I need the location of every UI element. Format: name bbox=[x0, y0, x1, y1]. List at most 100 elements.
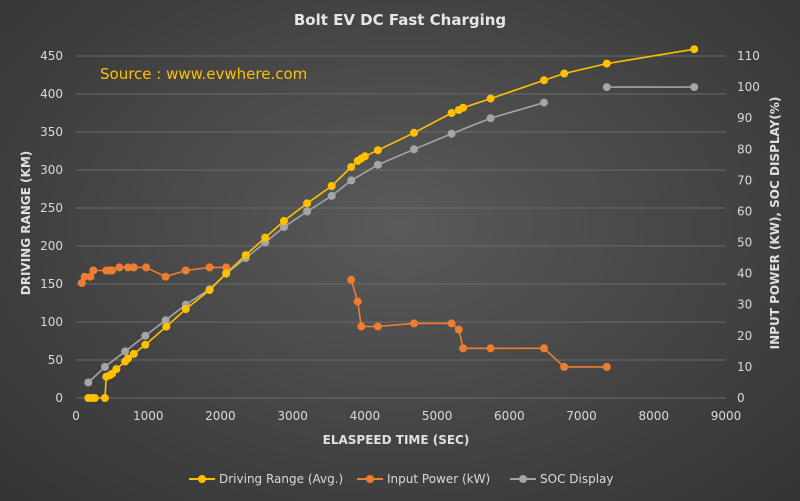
right-tick-label: 110 bbox=[737, 49, 760, 63]
driving-range-series-point bbox=[261, 233, 270, 242]
left-tick-label: 350 bbox=[40, 125, 63, 139]
input-power-series-point bbox=[205, 263, 214, 272]
driving-range-series-point bbox=[360, 152, 369, 161]
input-power-series-point bbox=[447, 319, 456, 328]
legend-label-input-power: Input Power (kW) bbox=[387, 472, 490, 486]
input-power-series-point bbox=[602, 362, 611, 371]
soc-series-point bbox=[161, 316, 170, 325]
x-tick-label: 5000 bbox=[422, 409, 453, 423]
driving-range-series-point bbox=[560, 69, 569, 78]
driving-range-series-point bbox=[100, 394, 109, 402]
right-axis-ticks: 0 10 20 30 40 50 60 70 80 90 100 110 bbox=[737, 49, 760, 405]
driving-range-series-point bbox=[540, 76, 548, 85]
input-power-series-point bbox=[347, 275, 356, 284]
input-power-series-point bbox=[454, 325, 463, 334]
driving-range-series-point bbox=[112, 365, 121, 374]
left-axis-ticks: 0 50 100 150 200 250 300 350 400 450 bbox=[40, 49, 63, 405]
right-tick-label: 100 bbox=[737, 80, 760, 94]
input-power-series-point bbox=[222, 263, 231, 272]
input-power-series-point bbox=[142, 263, 151, 272]
driving-range-series-point bbox=[205, 286, 214, 295]
input-power-series-point bbox=[89, 266, 98, 275]
driving-range-series-point bbox=[280, 216, 288, 225]
soc-series-point bbox=[447, 129, 456, 138]
soc-series-point bbox=[280, 223, 288, 231]
left-tick-label: 300 bbox=[40, 163, 63, 177]
driving-range-series-point bbox=[241, 251, 250, 260]
driving-range-series-point bbox=[222, 269, 231, 278]
input-power-series-point bbox=[410, 319, 418, 328]
soc-series-point bbox=[540, 98, 548, 107]
right-tick-label: 70 bbox=[737, 173, 752, 187]
driving-range-series-point bbox=[124, 354, 132, 363]
input-power-series-point bbox=[124, 263, 132, 272]
right-tick-label: 80 bbox=[737, 142, 752, 156]
input-power-series-point bbox=[459, 344, 468, 353]
x-axis-ticks: 0 1000 2000 3000 4000 5000 6000 7000 8000 9000 bbox=[72, 409, 741, 423]
x-tick-label: 4000 bbox=[350, 409, 381, 423]
x-tick-label: 3000 bbox=[277, 409, 308, 423]
gridlines bbox=[76, 55, 726, 399]
soc-series-point bbox=[327, 191, 336, 200]
driving-range-series-point bbox=[459, 103, 468, 112]
soc-series-point bbox=[602, 83, 611, 92]
soc-series-point bbox=[100, 362, 109, 371]
legend-label-soc: SOC Display bbox=[540, 472, 614, 486]
soc-series-point bbox=[347, 176, 356, 185]
driving-range-series-point bbox=[181, 305, 190, 314]
soc-series-point bbox=[373, 160, 382, 169]
soc-series-line bbox=[87, 101, 545, 384]
chart-title: Bolt EV DC Fast Charging bbox=[294, 11, 506, 29]
left-tick-label: 100 bbox=[40, 315, 63, 329]
driving-range-series-point bbox=[410, 128, 418, 137]
input-power-series-point bbox=[129, 263, 138, 272]
x-tick-label: 1000 bbox=[133, 409, 164, 423]
input-power-series-point bbox=[161, 272, 170, 281]
right-tick-label: 30 bbox=[737, 298, 752, 312]
soc-series-point bbox=[141, 331, 150, 340]
input-power-series-point bbox=[115, 263, 124, 272]
x-tick-label: 6000 bbox=[494, 409, 525, 423]
right-tick-label: 10 bbox=[737, 360, 752, 374]
input-power-series-point bbox=[560, 362, 569, 371]
input-power-series-point bbox=[108, 266, 117, 275]
driving-range-series-point bbox=[602, 59, 611, 68]
left-tick-label: 50 bbox=[48, 353, 63, 367]
input-power-series-point bbox=[77, 279, 86, 287]
left-axis-title: DRIVING RANGE (KM) bbox=[19, 151, 33, 296]
driving-range-series-point bbox=[303, 199, 312, 208]
driving-range-series-point bbox=[690, 45, 699, 54]
source-annotation: Source : www.evwhere.com bbox=[100, 65, 307, 83]
left-tick-label: 250 bbox=[40, 201, 63, 215]
right-axis-title: INPUT POWER (KW), SOC DISPLAY(%) bbox=[768, 97, 782, 350]
driving-range-series-point bbox=[347, 163, 356, 171]
left-tick-label: 0 bbox=[55, 391, 63, 405]
driving-range-series-point bbox=[486, 94, 495, 103]
right-tick-label: 40 bbox=[737, 267, 752, 281]
x-tick-label: 0 bbox=[72, 409, 80, 423]
x-tick-label: 9000 bbox=[711, 409, 742, 423]
soc-series-point bbox=[690, 83, 699, 92]
soc-series-point bbox=[121, 347, 130, 356]
series-layer bbox=[77, 45, 699, 402]
right-tick-label: 0 bbox=[737, 391, 745, 405]
driving-range-series-point bbox=[129, 349, 138, 358]
driving-range-series-point bbox=[141, 340, 150, 349]
legend-marker-soc bbox=[519, 475, 527, 483]
driving-range-series-point bbox=[162, 322, 171, 331]
soc-series-point bbox=[410, 145, 418, 154]
driving-range-series-point bbox=[447, 109, 456, 117]
input-power-series-point bbox=[373, 322, 382, 331]
input-power-series-point bbox=[540, 344, 548, 353]
x-axis-title: ELASPEED TIME (SEC) bbox=[323, 433, 470, 447]
input-power-series-point bbox=[486, 344, 495, 353]
input-power-series-point bbox=[181, 266, 190, 275]
driving-range-series-line bbox=[88, 48, 695, 399]
x-tick-label: 7000 bbox=[566, 409, 597, 423]
input-power-series-point bbox=[357, 322, 366, 331]
right-tick-label: 50 bbox=[737, 236, 752, 250]
left-tick-label: 150 bbox=[40, 277, 63, 291]
x-tick-label: 8000 bbox=[639, 409, 670, 423]
driving-range-series-point bbox=[373, 146, 382, 155]
